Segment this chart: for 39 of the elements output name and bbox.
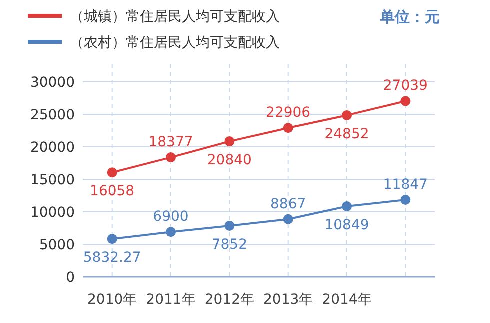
x-tick-label: 2012年 [204, 292, 254, 308]
data-label: 8867 [270, 196, 306, 212]
data-label: 6900 [153, 209, 189, 226]
y-tick-label: 15000 [30, 172, 75, 188]
y-tick-label: 25000 [30, 108, 75, 124]
point [107, 168, 118, 178]
text: 单位：元 [379, 8, 440, 26]
legend-label: （城镇）常住居民人均可支配收入 [70, 9, 280, 25]
x-tick-label: 2014年 [322, 292, 372, 308]
data-label: 27039 [383, 78, 428, 94]
legend-label: （农村）常住居民人均可支配收入 [70, 35, 280, 51]
data-label: 5832.27 [83, 250, 142, 266]
point [166, 152, 176, 163]
data-label: 11847 [383, 176, 428, 193]
point [342, 201, 352, 212]
data-label: 20840 [207, 152, 252, 169]
point [283, 214, 294, 224]
point [400, 96, 411, 106]
point [224, 136, 235, 147]
data-label: 7852 [212, 236, 248, 253]
data-label: 16058 [90, 184, 135, 200]
point [342, 110, 352, 120]
point [400, 194, 411, 205]
point [283, 123, 294, 134]
y-tick-label: 10000 [30, 205, 75, 221]
y-tick-label: 0 [66, 270, 75, 286]
data-label: 24852 [324, 126, 370, 142]
data-label: 22906 [266, 105, 311, 122]
point [107, 234, 118, 244]
data-label: 18377 [148, 134, 194, 151]
x-tick-label: 2013年 [264, 292, 314, 308]
y-tick-label: 20000 [30, 140, 75, 156]
y-tick-label: 5000 [39, 238, 75, 254]
x-tick-label: 2011年 [146, 292, 196, 308]
y-tick-label: 30000 [30, 75, 75, 91]
point [166, 227, 176, 238]
data-label: 10849 [324, 217, 370, 234]
x-tick-label: 2010年 [88, 292, 138, 308]
point [224, 220, 235, 231]
